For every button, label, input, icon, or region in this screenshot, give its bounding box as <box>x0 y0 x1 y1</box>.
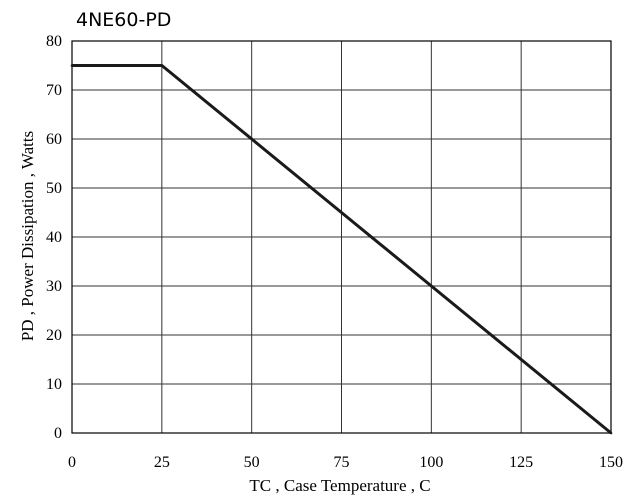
data-point <box>609 431 613 435</box>
data-point <box>70 64 74 67</box>
data-point <box>160 64 164 67</box>
grid <box>71 40 612 434</box>
x-tick-label: 75 <box>334 454 350 471</box>
y-axis-label: PD , Power Dissipation , Watts <box>18 131 37 341</box>
y-tick-label: 0 <box>54 425 62 442</box>
y-tick-label: 40 <box>46 229 62 246</box>
y-tick-label: 10 <box>46 376 62 393</box>
x-axis-label: TC , Case Temperature , C <box>249 476 430 495</box>
x-tick-label: 100 <box>419 454 443 471</box>
y-tick-label: 20 <box>46 327 62 344</box>
x-tick-label: 50 <box>244 454 260 471</box>
y-tick-label: 50 <box>46 180 62 197</box>
y-tick-label: 70 <box>46 82 62 99</box>
x-tick-label: 150 <box>599 454 623 471</box>
data-points <box>70 64 613 435</box>
x-tick-label: 25 <box>154 454 170 471</box>
chart-title: 4NE60-PD <box>76 9 171 31</box>
y-tick-label: 80 <box>46 33 62 50</box>
plot-frame <box>71 40 612 434</box>
x-tick-label: 125 <box>509 454 533 471</box>
x-tick-label: 0 <box>68 454 76 471</box>
tick-labels: 0 25 50 75 100 125 150 0 10 20 30 40 50 60 70 80 <box>46 33 623 471</box>
y-tick-label: 30 <box>46 278 62 295</box>
y-tick-label: 60 <box>46 131 62 148</box>
